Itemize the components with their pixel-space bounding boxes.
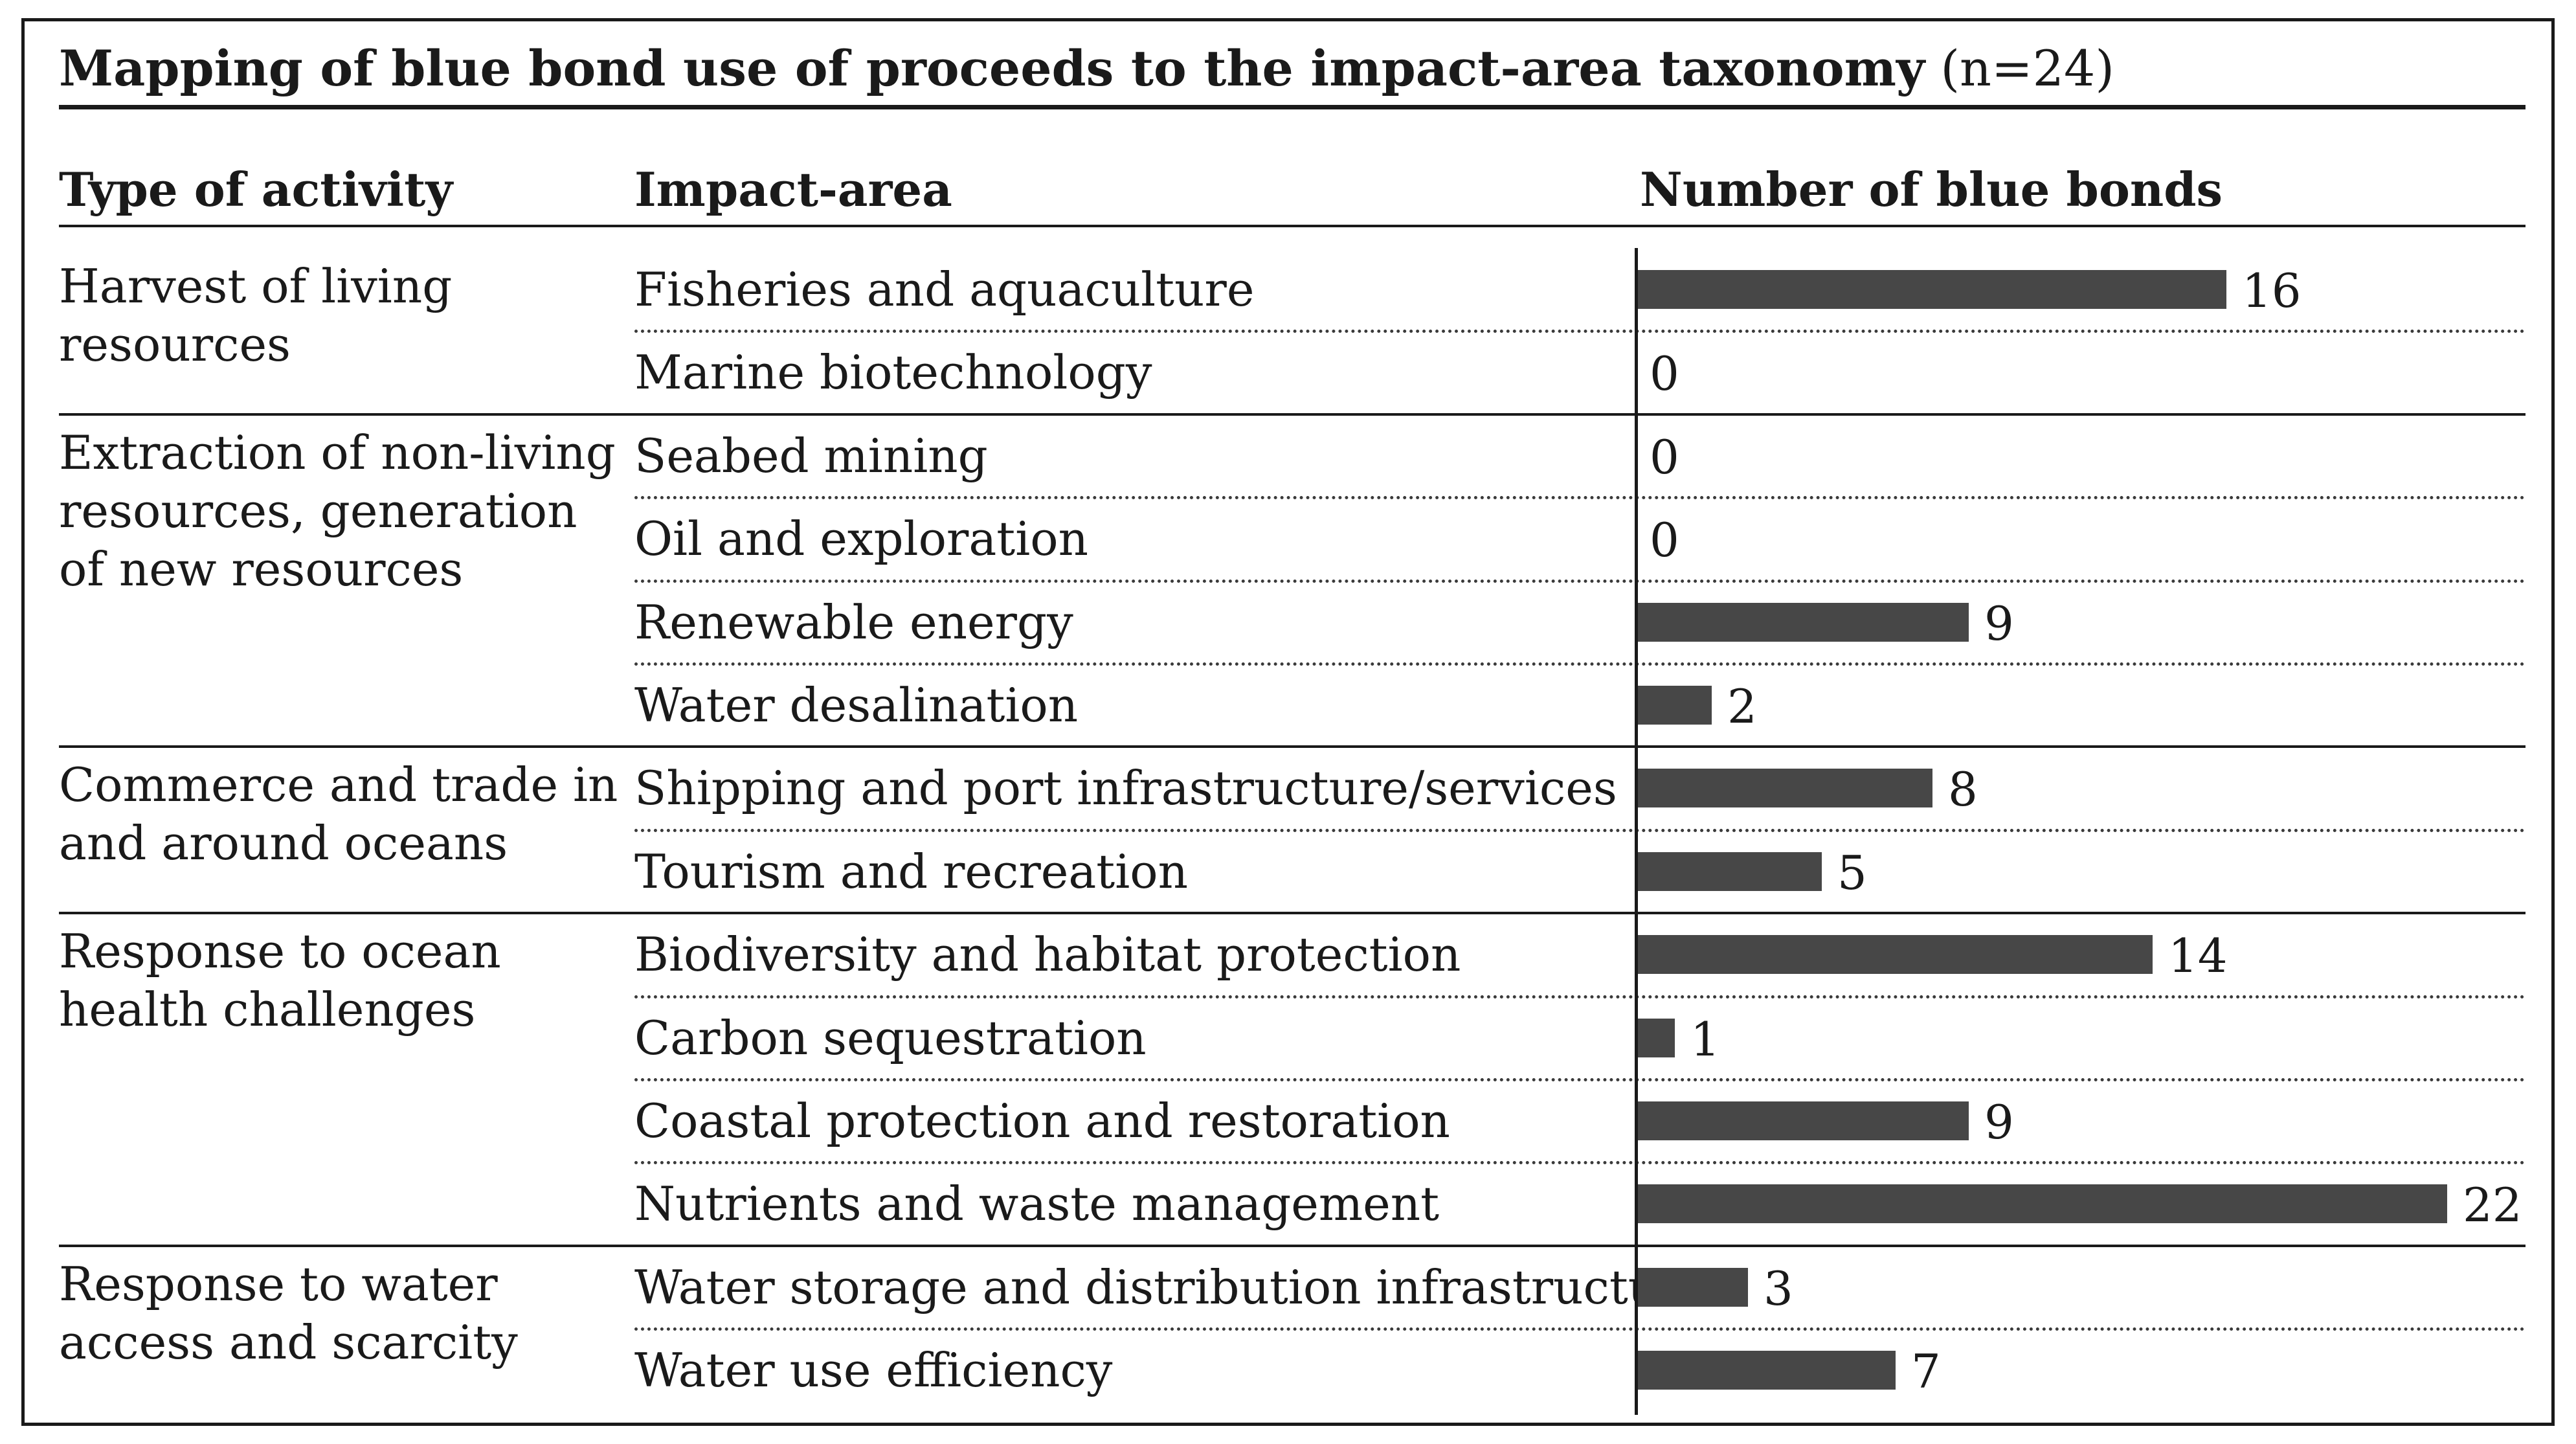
row-separator bbox=[634, 662, 2526, 666]
row-separator bbox=[634, 828, 2526, 832]
value-label-coastal-protection-and-restoration: 9 bbox=[1984, 1095, 2014, 1149]
value-label-seabed-mining: 0 bbox=[1650, 429, 1679, 484]
value-label-renewable-energy: 9 bbox=[1984, 596, 2014, 651]
activity-label-commerce-and-trade-in-and-around-oceans: Commerce and trade in and around oceans bbox=[59, 758, 618, 871]
impact-label-renewable-energy: Renewable energy bbox=[634, 594, 1073, 649]
bar-coastal-protection-and-restoration bbox=[1638, 1101, 1969, 1140]
activity-label-response-to-ocean-health-challenges: Response to ocean health challenges bbox=[59, 924, 501, 1037]
row-separator bbox=[634, 496, 2526, 500]
value-label-marine-biotechnology: 0 bbox=[1650, 346, 1679, 401]
value-label-water-desalination: 2 bbox=[1727, 679, 1757, 734]
bar-carbon-sequestration bbox=[1638, 1018, 1675, 1057]
group-separator bbox=[59, 412, 2526, 416]
group-separator bbox=[59, 745, 2526, 749]
bar-water-desalination bbox=[1638, 686, 1712, 725]
row-separator bbox=[634, 1078, 2526, 1081]
bar-nutrients-and-waste-management bbox=[1638, 1184, 2447, 1224]
impact-label-coastal-protection-and-restoration: Coastal protection and restoration bbox=[634, 1094, 1450, 1148]
header-number-of-blue-bonds: Number of blue bonds bbox=[1640, 162, 2223, 217]
chart-title: Mapping of blue bond use of proceeds to … bbox=[59, 36, 2114, 101]
bar-tourism-and-recreation bbox=[1638, 852, 1822, 891]
value-label-fisheries-and-aquaculture: 16 bbox=[2242, 264, 2302, 318]
value-label-tourism-and-recreation: 5 bbox=[1837, 845, 1867, 900]
activity-label-harvest-of-living-resources: Harvest of living resources bbox=[59, 259, 453, 372]
impact-label-nutrients-and-waste-management: Nutrients and waste management bbox=[634, 1177, 1440, 1232]
group-separator bbox=[59, 1244, 2526, 1247]
value-label-shipping-and-port-infrastructure-services: 8 bbox=[1948, 762, 1978, 817]
value-label-oil-and-exploration: 0 bbox=[1650, 513, 1679, 568]
impact-label-carbon-sequestration: Carbon sequestration bbox=[634, 1010, 1147, 1065]
figure-frame bbox=[21, 18, 2555, 1426]
value-label-nutrients-and-waste-management: 22 bbox=[2463, 1178, 2522, 1233]
header-rule bbox=[59, 225, 2526, 227]
bar-axis-line bbox=[1635, 248, 1638, 1415]
bar-shipping-and-port-infrastructure-services bbox=[1638, 769, 1932, 808]
impact-label-seabed-mining: Seabed mining bbox=[634, 428, 988, 483]
value-label-carbon-sequestration: 1 bbox=[1690, 1011, 1720, 1066]
impact-label-fisheries-and-aquaculture: Fisheries and aquaculture bbox=[634, 262, 1255, 317]
chart-title-main: Mapping of blue bond use of proceeds to … bbox=[59, 39, 1925, 97]
impact-label-marine-biotechnology: Marine biotechnology bbox=[634, 345, 1152, 400]
bar-biodiversity-and-habitat-protection bbox=[1638, 935, 2153, 975]
bar-renewable-energy bbox=[1638, 602, 1969, 642]
impact-label-shipping-and-port-infrastructure-services: Shipping and port infrastructure/service… bbox=[634, 761, 1617, 816]
chart-title-sample-size: (n=24) bbox=[1940, 39, 2114, 97]
impact-label-oil-and-exploration: Oil and exploration bbox=[634, 512, 1088, 567]
impact-label-water-storage-and-distribution-infrastructure: Water storage and distribution infrastru… bbox=[634, 1259, 1708, 1314]
bar-fisheries-and-aquaculture bbox=[1638, 270, 2226, 309]
value-label-water-storage-and-distribution-infrastructure: 3 bbox=[1764, 1261, 1793, 1316]
impact-label-water-desalination: Water desalination bbox=[634, 678, 1079, 732]
impact-label-tourism-and-recreation: Tourism and recreation bbox=[634, 844, 1188, 899]
value-label-biodiversity-and-habitat-protection: 14 bbox=[2168, 929, 2228, 984]
header-type-of-activity: Type of activity bbox=[59, 162, 453, 217]
impact-label-water-use-efficiency: Water use efficiency bbox=[634, 1343, 1113, 1398]
row-separator bbox=[634, 579, 2526, 583]
group-separator bbox=[59, 912, 2526, 915]
row-separator bbox=[634, 1327, 2526, 1331]
bar-water-use-efficiency bbox=[1638, 1351, 1896, 1390]
impact-label-biodiversity-and-habitat-protection: Biodiversity and habitat protection bbox=[634, 927, 1461, 982]
row-separator bbox=[634, 330, 2526, 333]
row-separator bbox=[634, 995, 2526, 998]
title-rule bbox=[59, 105, 2526, 109]
header-impact-area: Impact-area bbox=[634, 162, 952, 217]
activity-label-extraction-of-non-living-resources-generation-of-new-resources: Extraction of non-living resources, gene… bbox=[59, 425, 616, 596]
row-separator bbox=[634, 1161, 2526, 1165]
activity-label-response-to-water-access-and-scarcity: Response to water access and scarcity bbox=[59, 1256, 518, 1370]
value-label-water-use-efficiency: 7 bbox=[1911, 1344, 1941, 1399]
bar-water-storage-and-distribution-infrastructure bbox=[1638, 1267, 1748, 1307]
